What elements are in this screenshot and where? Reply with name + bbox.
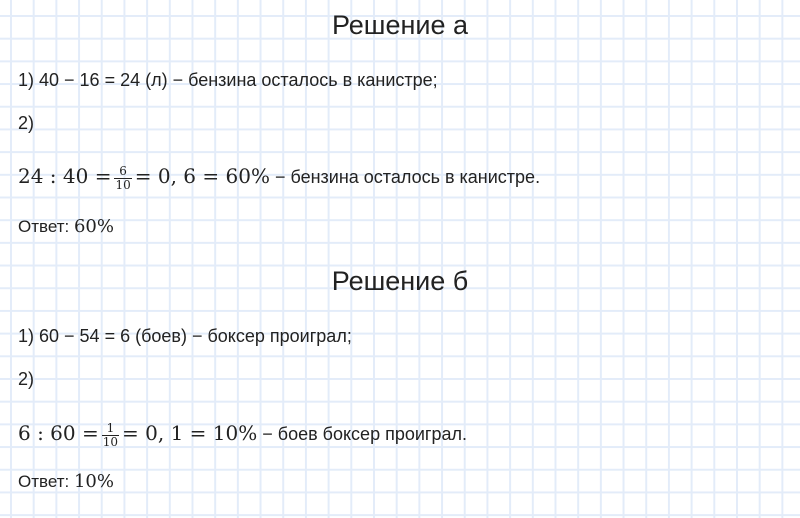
fraction: 6 10 — [114, 164, 132, 192]
heading-solution-b: Решение б — [331, 266, 469, 296]
equation-a: 24 : 40 = 6 10 = 0, 6 = 60% − бензина остал… — [18, 164, 540, 192]
answer-label: Ответ: — [18, 217, 74, 236]
answer-value: 60% — [73, 216, 114, 237]
answer-b: Ответ: 10% — [18, 471, 114, 492]
step-1-b: 1) 60 − 54 = 6 (боев) − боксер проиграл; — [18, 326, 352, 346]
numerator: 6 — [114, 164, 132, 179]
fraction: 1 10 — [101, 421, 120, 449]
denominator: 10 — [115, 177, 131, 192]
answer-value: 10% — [73, 471, 114, 492]
equation-left: 24 : 40 = — [18, 164, 112, 188]
equation-right: = 0, 6 = 60% — [134, 164, 270, 188]
step-2-label-b: 2) — [18, 369, 35, 389]
equation-text: − бензина осталось в канистре. — [269, 167, 541, 187]
equation-left: 6 : 60 = — [18, 421, 99, 445]
heading-solution-a: Решение а — [331, 10, 469, 40]
step-2-label-a: 2) — [18, 113, 35, 133]
numerator: 1 — [101, 421, 120, 436]
equation-right: = 0, 1 = 10% — [122, 421, 258, 445]
equation-b: 6 : 60 = 1 10 = 0, 1 = 10% − боев боксер пр… — [18, 421, 467, 449]
denominator: 10 — [102, 434, 119, 449]
equation-text: − боев боксер проиграл. — [257, 424, 467, 444]
answer-label: Ответ: — [18, 472, 74, 491]
answer-a: Ответ: 60% — [18, 216, 114, 237]
step-1-a: 1) 40 − 16 = 24 (л) − бензина осталось в… — [18, 70, 438, 90]
